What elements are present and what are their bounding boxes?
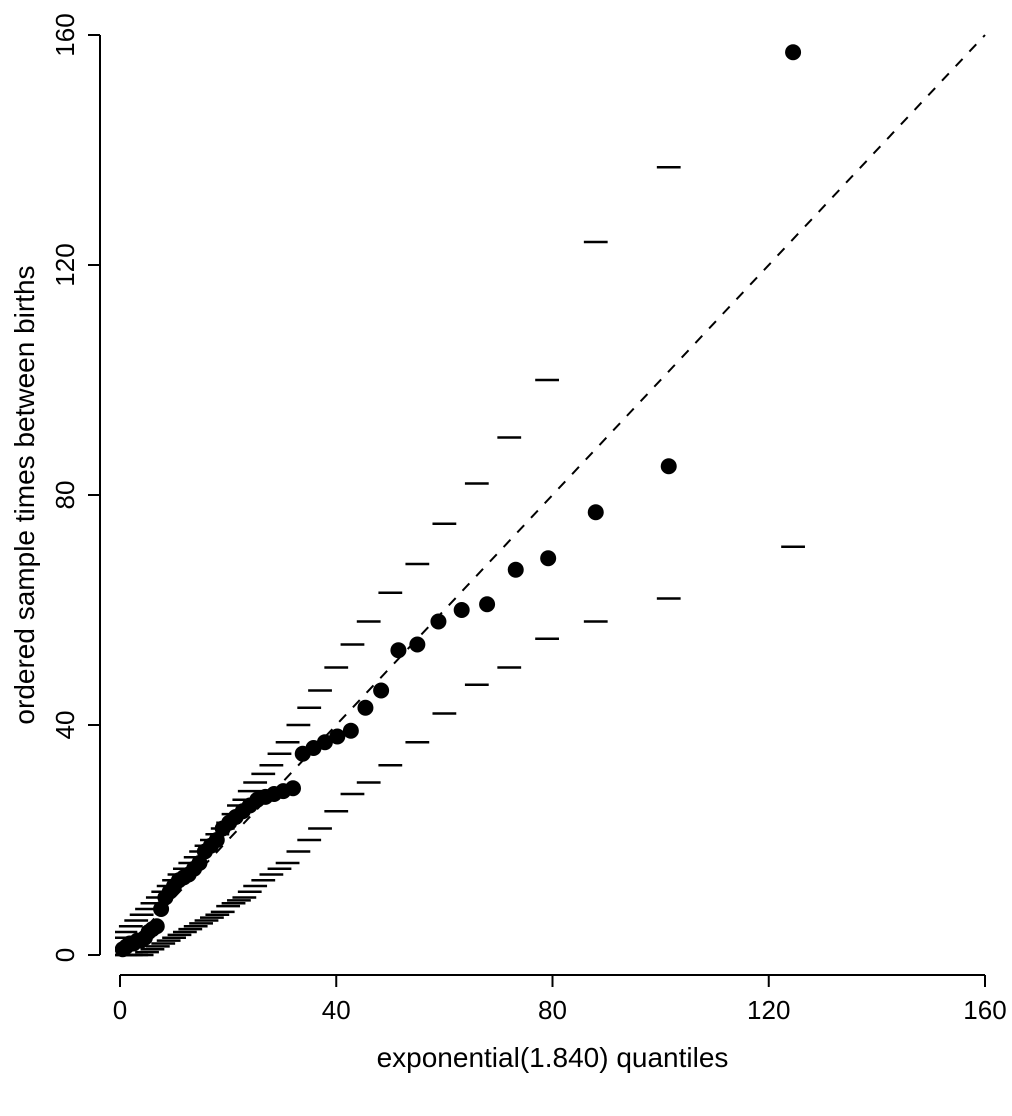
svg-text:80: 80: [538, 995, 567, 1025]
y-axis-label: ordered sample times between births: [9, 265, 40, 724]
plot-svg: 0 40 80 120 160 0 40 80 120 160 exponential(1.840)…: [0, 0, 1012, 1116]
svg-text:80: 80: [50, 481, 80, 510]
svg-text:160: 160: [50, 13, 80, 56]
svg-text:0: 0: [50, 948, 80, 962]
svg-text:120: 120: [747, 995, 790, 1025]
svg-text:40: 40: [50, 711, 80, 740]
qq-plot: 0 40 80 120 160 0 40 80 120 160 exponential(1.840)…: [0, 0, 1012, 1116]
svg-text:160: 160: [963, 995, 1006, 1025]
x-axis-label: exponential(1.840) quantiles: [377, 1042, 729, 1073]
svg-text:40: 40: [322, 995, 351, 1025]
svg-text:120: 120: [50, 243, 80, 286]
svg-text:0: 0: [113, 995, 127, 1025]
